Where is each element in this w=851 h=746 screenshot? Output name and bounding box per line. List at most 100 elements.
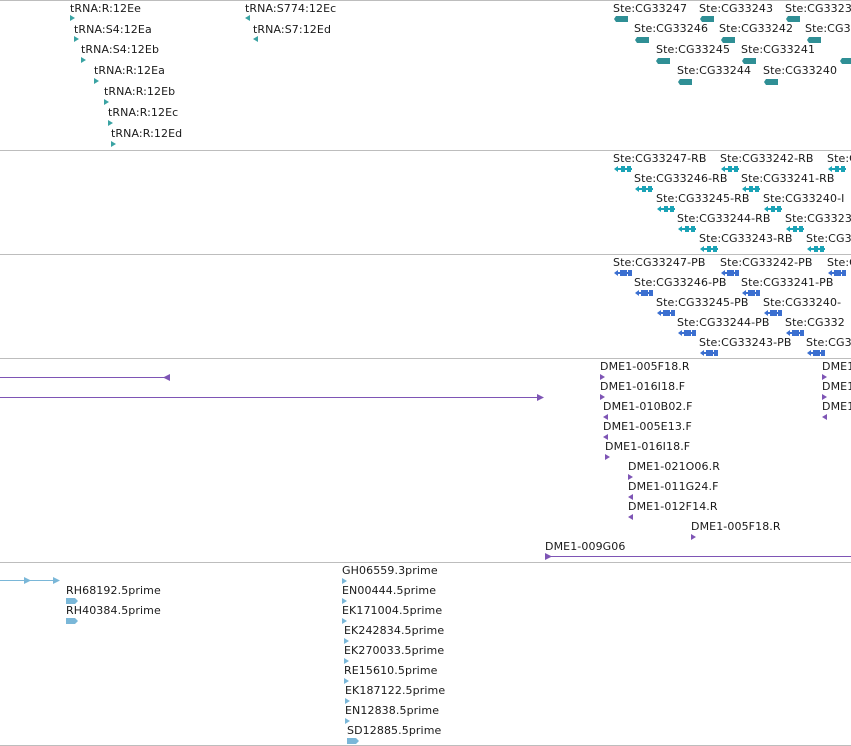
- gene-block-icon[interactable]: [614, 16, 628, 22]
- triangle-arrow-icon[interactable]: [344, 678, 350, 684]
- transcript-arrow-icon[interactable]: [635, 186, 653, 192]
- triangle-arrow-icon[interactable]: [111, 141, 117, 147]
- triangle-arrow-icon[interactable]: [66, 618, 78, 624]
- triangle-arrow-icon[interactable]: [342, 618, 348, 624]
- clone-span-line[interactable]: [550, 556, 851, 557]
- clone-label[interactable]: DME1-016I18.F: [605, 440, 691, 453]
- transcript-label[interactable]: Ste:C: [827, 152, 851, 165]
- protein-label[interactable]: Ste:CG33244-PB: [677, 316, 770, 329]
- gene-label[interactable]: Ste:CG33245: [656, 43, 731, 56]
- triangle-arrow-icon[interactable]: [822, 374, 828, 380]
- protein-arrow-icon[interactable]: [635, 290, 653, 296]
- transcript-label[interactable]: Ste:CG3323: [785, 212, 851, 225]
- clone-label[interactable]: DME1-005F18.R: [691, 520, 781, 533]
- clone-label[interactable]: DME1-012F14.R: [628, 500, 718, 513]
- triangle-arrow-icon[interactable]: [53, 577, 60, 584]
- triangle-arrow-icon[interactable]: [344, 638, 350, 644]
- triangle-arrow-icon[interactable]: [74, 36, 80, 42]
- transcript-arrow-icon[interactable]: [657, 206, 675, 212]
- triangle-arrow-icon[interactable]: [691, 534, 697, 540]
- trna-label[interactable]: tRNA:S4:12Ea: [74, 23, 152, 36]
- transcript-arrow-icon[interactable]: [786, 226, 804, 232]
- est-label[interactable]: RE15610.5prime: [344, 664, 438, 677]
- triangle-arrow-icon[interactable]: [108, 120, 114, 126]
- trna-label[interactable]: tRNA:S7:12Ed: [253, 23, 332, 36]
- triangle-arrow-icon[interactable]: [600, 374, 606, 380]
- gene-block-icon[interactable]: [700, 16, 714, 22]
- gene-label[interactable]: Ste:CG33246: [634, 22, 709, 35]
- triangle-arrow-icon[interactable]: [603, 414, 609, 420]
- triangle-arrow-icon[interactable]: [245, 15, 251, 21]
- triangle-arrow-icon[interactable]: [342, 598, 348, 604]
- est-label[interactable]: EK270033.5prime: [344, 644, 445, 657]
- triangle-arrow-icon[interactable]: [628, 474, 634, 480]
- protein-label[interactable]: Ste:CG33245-PB: [656, 296, 749, 309]
- gene-label[interactable]: Ste:CG33243: [699, 2, 774, 15]
- gene-block-icon[interactable]: [678, 79, 692, 85]
- clone-span-line[interactable]: [0, 377, 166, 378]
- protein-arrow-icon[interactable]: [764, 310, 782, 316]
- protein-label[interactable]: Ste:C: [827, 256, 851, 269]
- transcript-label[interactable]: Ste:CG3: [806, 232, 851, 245]
- triangle-arrow-icon[interactable]: [344, 658, 350, 664]
- trna-label[interactable]: tRNA:R:12Ee: [70, 2, 142, 15]
- est-label[interactable]: EN00444.5prime: [342, 584, 437, 597]
- gene-label[interactable]: Ste:CG33241: [741, 43, 816, 56]
- protein-arrow-icon[interactable]: [700, 350, 718, 356]
- protein-label[interactable]: Ste:CG33246-PB: [634, 276, 727, 289]
- protein-label[interactable]: Ste:CG33243-PB: [699, 336, 792, 349]
- triangle-arrow-icon[interactable]: [600, 394, 606, 400]
- protein-arrow-icon[interactable]: [828, 270, 846, 276]
- gene-label[interactable]: Ste:CG3323: [785, 2, 851, 15]
- gene-block-icon[interactable]: [742, 58, 756, 64]
- gene-block-icon[interactable]: [721, 37, 735, 43]
- triangle-arrow-icon[interactable]: [537, 394, 544, 401]
- triangle-arrow-icon[interactable]: [342, 578, 348, 584]
- clone-label[interactable]: DME1-005F18.R: [600, 360, 690, 373]
- triangle-arrow-icon[interactable]: [24, 577, 31, 584]
- transcript-arrow-icon[interactable]: [678, 226, 696, 232]
- est-label[interactable]: EN12838.5prime: [345, 704, 440, 717]
- triangle-arrow-icon[interactable]: [347, 738, 359, 744]
- transcript-label[interactable]: Ste:CG33241-RB: [741, 172, 835, 185]
- transcript-arrow-icon[interactable]: [764, 206, 782, 212]
- trna-label[interactable]: tRNA:S4:12Eb: [81, 43, 160, 56]
- protein-arrow-icon[interactable]: [614, 270, 632, 276]
- protein-label[interactable]: Ste:CG33241-PB: [741, 276, 834, 289]
- clone-label[interactable]: DME1: [822, 400, 851, 413]
- triangle-arrow-icon[interactable]: [94, 78, 100, 84]
- gene-label[interactable]: Ste:CG33244: [677, 64, 752, 77]
- est-label[interactable]: RH68192.5prime: [66, 584, 161, 597]
- gene-block-icon[interactable]: [786, 16, 800, 22]
- triangle-arrow-icon[interactable]: [345, 698, 351, 704]
- transcript-arrow-icon[interactable]: [614, 166, 632, 172]
- clone-span-line[interactable]: [0, 397, 540, 398]
- trna-label[interactable]: tRNA:R:12Ed: [111, 127, 183, 140]
- est-label[interactable]: SD12885.5prime: [347, 724, 442, 737]
- clone-label[interactable]: DME1-016I18.F: [600, 380, 686, 393]
- protein-arrow-icon[interactable]: [678, 330, 696, 336]
- triangle-arrow-icon[interactable]: [545, 553, 552, 560]
- clone-label[interactable]: DME1: [822, 360, 851, 373]
- est-label[interactable]: RH40384.5prime: [66, 604, 161, 617]
- gene-label[interactable]: Ste:CG33240: [763, 64, 838, 77]
- protein-arrow-icon[interactable]: [786, 330, 804, 336]
- triangle-arrow-icon[interactable]: [81, 57, 87, 63]
- transcript-arrow-icon[interactable]: [828, 166, 846, 172]
- triangle-arrow-icon[interactable]: [628, 494, 634, 500]
- triangle-arrow-icon[interactable]: [104, 99, 110, 105]
- triangle-arrow-icon[interactable]: [628, 514, 634, 520]
- transcript-label[interactable]: Ste:CG33242-RB: [720, 152, 814, 165]
- est-label[interactable]: EK187122.5prime: [345, 684, 446, 697]
- protein-label[interactable]: Ste:CG33247-PB: [613, 256, 706, 269]
- clone-label[interactable]: DME1-021O06.R: [628, 460, 720, 473]
- clone-label[interactable]: DME1-005E13.F: [603, 420, 692, 433]
- protein-label[interactable]: Ste:CG3: [806, 336, 851, 349]
- clone-label[interactable]: DME1-010B02.F: [603, 400, 693, 413]
- trna-label[interactable]: tRNA:R:12Eb: [104, 85, 176, 98]
- transcript-label[interactable]: Ste:CG33246-RB: [634, 172, 728, 185]
- triangle-arrow-icon[interactable]: [822, 414, 828, 420]
- transcript-label[interactable]: Ste:CG33244-RB: [677, 212, 771, 225]
- clone-label[interactable]: DME1-009G06: [545, 540, 626, 553]
- est-label[interactable]: GH06559.3prime: [342, 564, 438, 577]
